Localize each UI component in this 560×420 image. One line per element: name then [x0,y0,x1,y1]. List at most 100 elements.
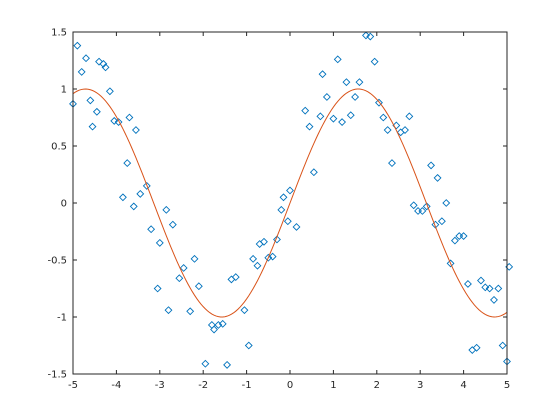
data-point [162,205,171,214]
data-point [92,107,101,116]
x-tick-label: -1 [242,380,252,391]
data-point [77,67,86,76]
data-point [477,276,485,285]
data-point [186,307,195,316]
scatter-series [69,31,514,369]
data-point [190,254,199,263]
data-point [433,173,442,182]
y-tick-label: 0.5 [51,142,67,153]
data-point [383,126,392,134]
x-tick-label: 4 [460,380,466,391]
data-point [301,106,310,115]
data-point [450,236,459,245]
data-point [388,159,396,168]
x-tick-label: -4 [111,380,121,391]
fit-curve [72,88,508,318]
data-point [498,341,507,350]
data-point [401,126,409,134]
data-point [179,264,188,272]
data-point [201,359,210,368]
y-axis: -1.5 -1 -0.5 0 0.5 1 1.5 [47,28,507,381]
y-tick-label: -1.5 [47,370,67,381]
data-point [125,113,134,122]
data-point [218,319,227,328]
data-point [105,87,114,96]
data-point [405,112,414,121]
data-point [175,274,184,283]
data-point [164,306,173,315]
data-point [490,295,498,304]
data-point [114,118,123,126]
y-tick-label: -1 [57,313,67,324]
data-point [88,122,97,131]
data-point [485,284,494,293]
data-point [409,201,418,210]
data-point [277,205,286,214]
data-point [355,78,364,87]
x-tick-label: 5 [504,380,510,391]
data-point [418,207,427,215]
y-tick-label: 1.5 [51,28,67,39]
x-axis: -5 -4 -3 -2 -1 0 1 2 3 4 5 [68,32,510,391]
y-tick-label: -0.5 [47,256,67,267]
data-point [168,220,177,229]
data-point [442,199,451,207]
data-point [375,98,383,107]
y-tick-label: 1 [61,85,67,96]
data-point [268,252,277,261]
x-tick-label: -5 [68,380,78,391]
data-point [95,57,103,66]
data-point [322,93,331,101]
data-point [131,126,140,134]
data-point [129,202,138,211]
data-point [101,63,110,72]
data-point [86,96,95,105]
series-layer [69,31,514,369]
data-point [370,57,379,66]
data-point [346,111,355,120]
data-point [316,112,325,121]
data-point [142,181,151,190]
x-tick-label: 1 [330,380,336,391]
data-point [437,217,446,226]
y-tick-label: 0 [61,199,67,210]
data-point [253,261,262,270]
data-point [240,306,249,315]
data-point [264,253,273,262]
data-point [422,202,431,211]
data-point [210,325,218,334]
data-point [231,273,240,282]
data-point [472,343,481,352]
data-point [260,237,268,246]
data-point [318,70,327,79]
data-point [392,121,401,130]
data-point [223,360,232,369]
data-point [309,168,318,177]
data-point [494,284,503,293]
data-point [118,193,127,202]
data-point [136,189,145,198]
data-point [362,31,370,40]
data-point [427,161,435,170]
x-tick-label: -2 [198,380,208,391]
data-point [366,32,375,41]
data-point [214,321,223,329]
x-tick-label: 2 [374,380,380,391]
data-point [446,259,455,268]
data-point [147,225,156,234]
data-point [73,41,82,50]
x-tick-label: -3 [155,380,165,391]
x-tick-label: 0 [287,380,293,391]
data-point [464,280,472,288]
data-point [292,223,301,231]
data-point [153,284,162,293]
data-point [342,78,351,87]
data-point [333,55,342,64]
data-point [279,193,288,202]
data-point [338,118,347,126]
data-point [329,114,338,123]
data-point [194,282,203,291]
data-point [481,283,490,292]
x-tick-label: 3 [417,380,423,391]
